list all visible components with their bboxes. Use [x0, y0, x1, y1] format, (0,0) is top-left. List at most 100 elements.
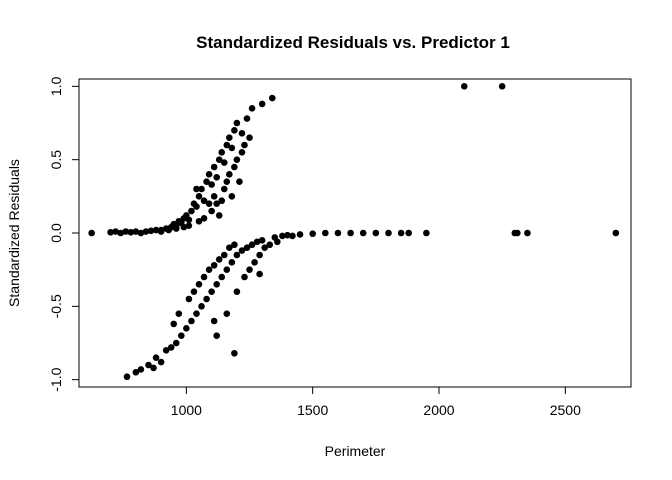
y-tick-label: -1.0: [48, 367, 64, 391]
data-point: [210, 193, 218, 200]
data-point: [258, 100, 266, 108]
data-point: [612, 229, 620, 237]
data-point: [296, 231, 304, 238]
data-point: [253, 238, 261, 246]
data-point: [359, 229, 367, 237]
data-point: [256, 251, 263, 259]
data-point: [223, 266, 231, 273]
data-point: [142, 228, 150, 235]
data-point: [150, 364, 157, 372]
data-point: [246, 134, 253, 141]
data-point: [193, 310, 200, 317]
data-point: [238, 247, 246, 254]
data-point: [137, 366, 145, 373]
x-tick-label: 1000: [171, 402, 202, 418]
y-axis: -1.0 -0.5 0.0 0.5 1.0: [48, 76, 80, 392]
data-point: [213, 281, 220, 288]
x-axis-label: Perimeter: [325, 443, 386, 459]
x-tick-label: 2000: [423, 402, 454, 418]
data-point: [185, 216, 193, 224]
data-point: [218, 273, 226, 281]
data-points: [88, 83, 620, 381]
data-point: [385, 229, 392, 237]
data-point: [236, 178, 243, 185]
data-point: [183, 325, 190, 332]
data-point: [228, 193, 236, 200]
data-point: [220, 251, 228, 259]
data-point: [165, 226, 172, 234]
data-point: [231, 349, 238, 357]
data-point: [397, 229, 405, 237]
data-point: [198, 303, 205, 310]
data-point: [309, 230, 316, 238]
data-point: [203, 295, 210, 303]
data-point: [88, 229, 95, 237]
data-point: [205, 171, 213, 178]
data-point: [210, 163, 218, 171]
data-point: [167, 344, 175, 351]
data-point: [208, 181, 215, 188]
data-point: [172, 339, 180, 347]
data-point: [223, 178, 231, 185]
data-point: [117, 229, 124, 237]
data-point: [334, 229, 342, 237]
data-point: [213, 332, 220, 339]
data-point: [246, 266, 253, 273]
y-axis-label: Standardized Residuals: [6, 159, 22, 307]
data-point: [223, 310, 231, 317]
data-point: [268, 94, 276, 102]
data-point: [213, 173, 220, 181]
data-point: [238, 149, 246, 156]
data-point: [112, 228, 119, 235]
data-point: [243, 115, 251, 122]
data-point: [132, 369, 140, 376]
data-point: [284, 231, 291, 239]
data-point: [289, 232, 296, 240]
data-point: [175, 310, 183, 317]
data-point: [213, 200, 220, 207]
chart-title: Standardized Residuals vs. Predictor 1: [196, 33, 510, 52]
data-point: [524, 229, 531, 237]
data-point: [195, 217, 203, 225]
data-point: [137, 229, 145, 237]
data-point: [180, 223, 188, 231]
data-point: [162, 347, 170, 354]
data-point: [122, 228, 130, 235]
data-point: [347, 229, 354, 237]
data-point: [123, 373, 131, 381]
data-point: [152, 226, 160, 234]
data-point: [185, 295, 193, 303]
data-point: [514, 229, 521, 237]
data-point: [241, 273, 248, 281]
data-point: [220, 159, 228, 166]
data-point: [178, 332, 185, 339]
data-point: [210, 317, 218, 325]
data-point: [132, 228, 140, 235]
data-point: [372, 229, 380, 237]
y-tick-label: 0.0: [48, 223, 64, 243]
data-point: [215, 156, 223, 163]
data-point: [231, 127, 238, 134]
data-point: [218, 149, 226, 156]
data-point: [172, 225, 180, 232]
data-point: [215, 256, 223, 263]
data-point: [208, 288, 215, 295]
data-point: [261, 244, 268, 251]
data-point: [185, 222, 193, 229]
y-tick-label: -0.5: [48, 294, 64, 318]
data-point: [145, 361, 152, 369]
data-point: [200, 215, 208, 222]
data-point: [200, 273, 208, 281]
data-point: [233, 288, 241, 295]
data-point: [193, 185, 200, 193]
data-point: [266, 241, 274, 249]
data-point: [258, 237, 266, 244]
data-point: [226, 134, 233, 141]
x-tick-label: 1500: [297, 402, 328, 418]
data-point: [248, 105, 256, 112]
data-point: [238, 129, 246, 137]
data-point: [200, 197, 208, 205]
data-point: [322, 229, 329, 237]
data-point: [218, 197, 226, 205]
data-point: [256, 270, 263, 278]
